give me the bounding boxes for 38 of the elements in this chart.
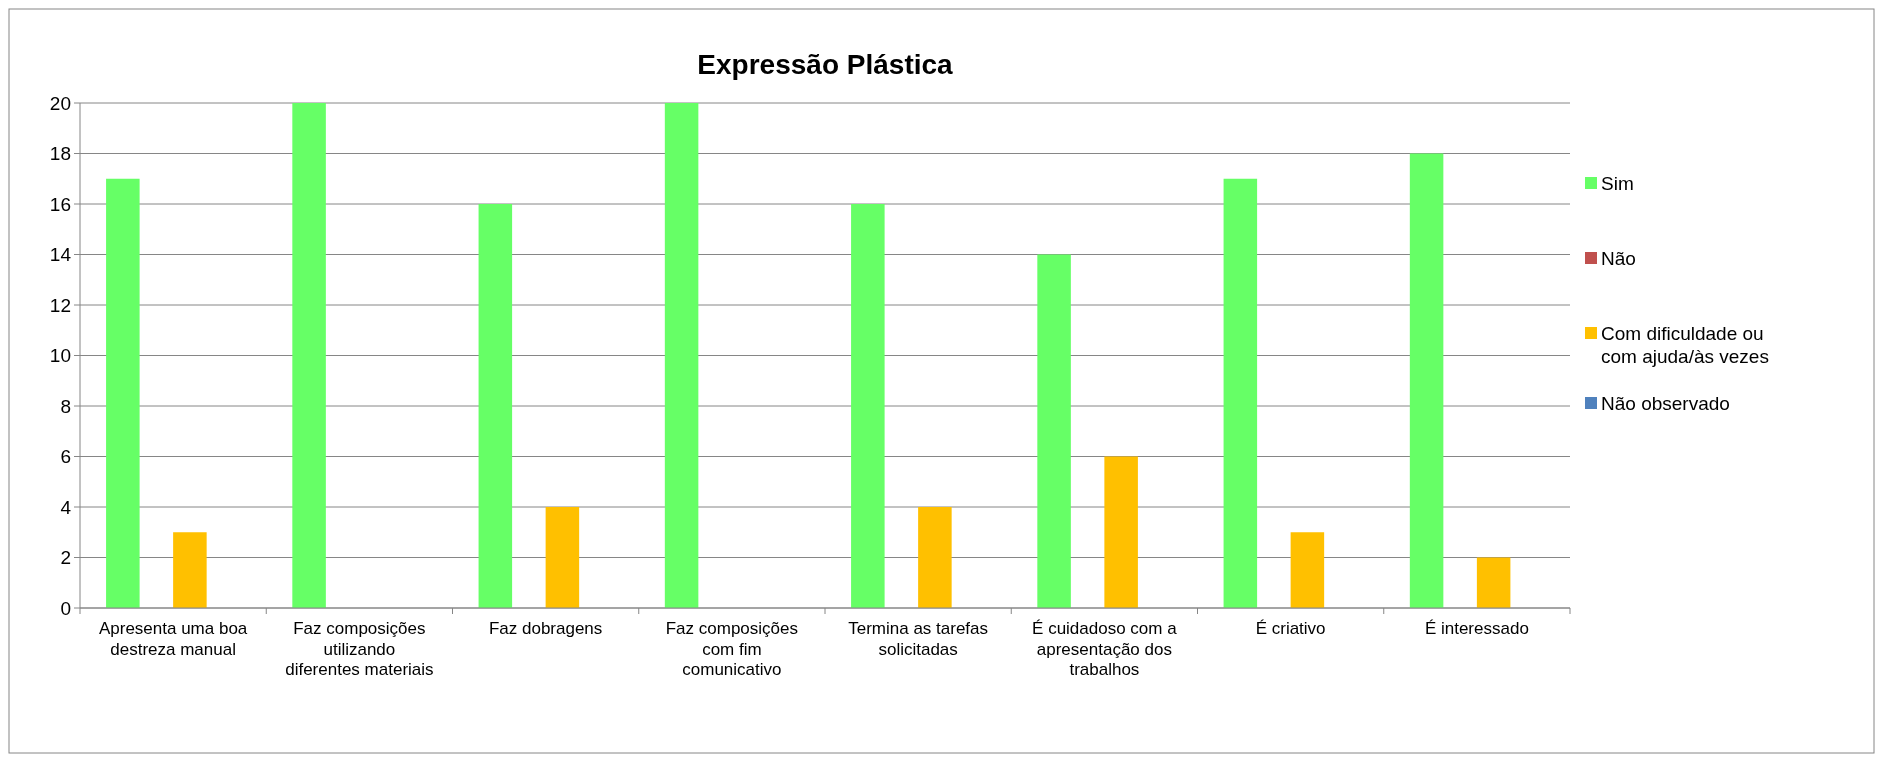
y-tick-label: 0: [60, 597, 71, 619]
bar: [851, 204, 885, 608]
y-tick-label: 10: [49, 345, 71, 367]
bar: [478, 204, 513, 608]
bar: [1104, 456, 1138, 608]
legend-label: Sim: [1601, 172, 1634, 194]
y-tick-label: 14: [49, 244, 72, 266]
bar: [292, 103, 326, 608]
bar: [545, 507, 580, 608]
legend-label: Não observado: [1601, 392, 1730, 414]
bar: [1223, 178, 1258, 608]
bar: [1290, 532, 1325, 608]
x-tick-label: Faz composições com fim comunicativo: [665, 619, 799, 679]
x-tick-label: É interessado: [1424, 619, 1529, 638]
bar: [106, 178, 140, 608]
y-tick-label: 4: [60, 496, 72, 518]
legend-label: Não: [1601, 247, 1636, 269]
bar: [1409, 153, 1444, 608]
bar: [1476, 557, 1511, 608]
x-tick-label: Apresenta uma boa destreza manual: [98, 619, 248, 659]
bar: [173, 532, 207, 608]
y-tick-label: 2: [60, 547, 71, 569]
bar: [1037, 254, 1071, 608]
bar: [918, 507, 952, 608]
x-tick-label: Faz dobragens: [488, 619, 603, 638]
chart-title: Expressão Plástica: [697, 49, 954, 80]
x-tick-label: Faz composições utilizando diferentes materiais: [285, 619, 434, 679]
bar: [664, 103, 699, 608]
x-tick-label: É cuidadoso com a apresentação dos trabalhos: [1032, 619, 1178, 679]
y-tick-label: 8: [60, 395, 71, 417]
y-tick-label: 6: [60, 446, 71, 468]
x-tick-label: É criativo: [1255, 619, 1326, 638]
y-tick-label: 12: [49, 294, 71, 316]
legend-label: Com dificuldade ou com ajuda/às vezes: [1601, 322, 1769, 367]
y-tick-label: 16: [49, 193, 71, 215]
y-tick-label: 18: [49, 143, 71, 165]
y-tick-label: 20: [49, 92, 71, 114]
x-tick-label: Termina as tarefas solicitadas: [848, 619, 989, 659]
